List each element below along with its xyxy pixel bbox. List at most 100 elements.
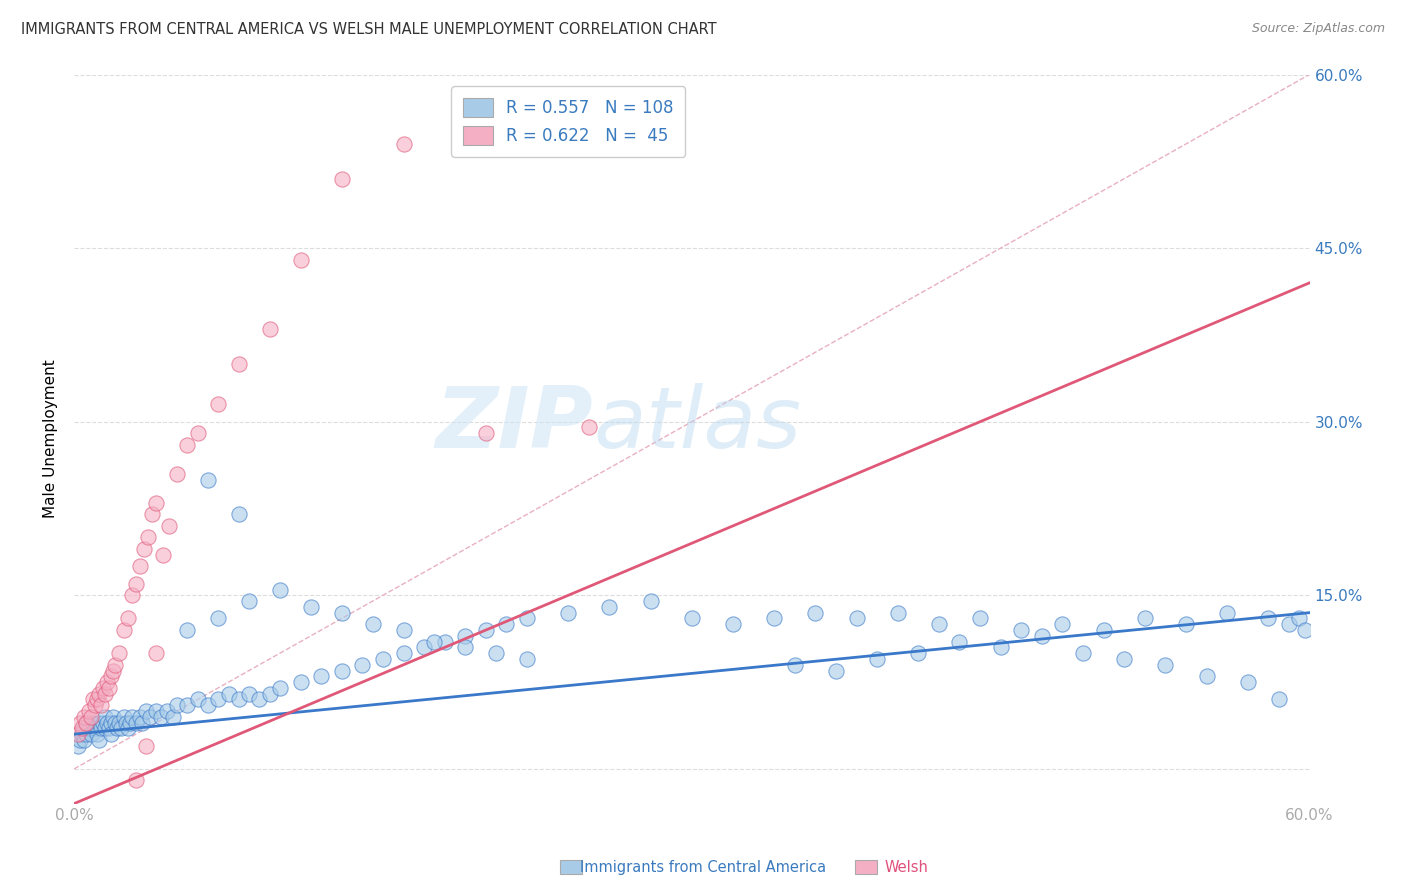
- Point: [86, 692, 108, 706]
- Point: [290, 675, 312, 690]
- Point: [121, 710, 143, 724]
- Point: [117, 611, 139, 625]
- Point: [1071, 646, 1094, 660]
- Point: [145, 646, 167, 660]
- Point: [371, 652, 394, 666]
- Point: [104, 715, 127, 730]
- Point: [77, 722, 100, 736]
- Point: [75, 715, 97, 730]
- Point: [259, 687, 281, 701]
- FancyBboxPatch shape: [560, 860, 582, 874]
- FancyBboxPatch shape: [855, 860, 877, 874]
- Point: [82, 715, 104, 730]
- Point: [1052, 617, 1074, 632]
- Point: [269, 681, 291, 695]
- Point: [121, 588, 143, 602]
- Point: [108, 646, 131, 660]
- Point: [238, 594, 260, 608]
- Point: [578, 420, 600, 434]
- Point: [413, 640, 436, 655]
- Point: [783, 657, 806, 672]
- Point: [96, 715, 118, 730]
- Point: [176, 623, 198, 637]
- Point: [75, 727, 97, 741]
- Point: [94, 722, 117, 736]
- Point: [1267, 692, 1289, 706]
- Text: Welsh: Welsh: [884, 860, 929, 874]
- Point: [96, 675, 118, 690]
- Point: [309, 669, 332, 683]
- Point: [1092, 623, 1115, 637]
- Text: Immigrants from Central America: Immigrants from Central America: [579, 860, 827, 874]
- Point: [454, 640, 477, 655]
- Point: [1216, 606, 1239, 620]
- Point: [67, 739, 90, 753]
- Point: [94, 687, 117, 701]
- Point: [125, 773, 148, 788]
- Point: [69, 715, 91, 730]
- Point: [176, 438, 198, 452]
- Point: [131, 715, 153, 730]
- Y-axis label: Male Unemployment: Male Unemployment: [44, 359, 58, 518]
- Point: [79, 727, 101, 741]
- Point: [152, 548, 174, 562]
- Text: ZIP: ZIP: [436, 383, 593, 466]
- Point: [269, 582, 291, 597]
- Point: [145, 496, 167, 510]
- Point: [87, 687, 110, 701]
- Point: [67, 727, 90, 741]
- Point: [392, 646, 415, 660]
- Point: [125, 715, 148, 730]
- Point: [990, 640, 1012, 655]
- Point: [1114, 652, 1136, 666]
- Point: [166, 467, 188, 481]
- Point: [69, 733, 91, 747]
- Point: [98, 681, 121, 695]
- Point: [104, 657, 127, 672]
- Point: [117, 722, 139, 736]
- Point: [83, 698, 105, 713]
- Point: [352, 657, 374, 672]
- Point: [98, 722, 121, 736]
- Point: [156, 704, 179, 718]
- Point: [86, 727, 108, 741]
- Point: [763, 611, 786, 625]
- Point: [228, 508, 250, 522]
- Point: [475, 426, 498, 441]
- Point: [207, 397, 229, 411]
- Point: [79, 710, 101, 724]
- Point: [290, 252, 312, 267]
- Point: [392, 623, 415, 637]
- Text: IMMIGRANTS FROM CENTRAL AMERICA VS WELSH MALE UNEMPLOYMENT CORRELATION CHART: IMMIGRANTS FROM CENTRAL AMERICA VS WELSH…: [21, 22, 717, 37]
- Point: [100, 715, 122, 730]
- Point: [1257, 611, 1279, 625]
- Point: [948, 634, 970, 648]
- Point: [247, 692, 270, 706]
- Point: [299, 599, 322, 614]
- Point: [187, 692, 209, 706]
- Point: [73, 722, 96, 736]
- Point: [73, 733, 96, 747]
- Point: [928, 617, 950, 632]
- Point: [105, 722, 128, 736]
- Point: [91, 681, 114, 695]
- Point: [87, 733, 110, 747]
- Point: [1195, 669, 1218, 683]
- Point: [1133, 611, 1156, 625]
- Point: [392, 136, 415, 151]
- Point: [112, 710, 135, 724]
- Point: [845, 611, 868, 625]
- Point: [866, 652, 889, 666]
- Point: [485, 646, 508, 660]
- Point: [1236, 675, 1258, 690]
- Point: [90, 698, 112, 713]
- Point: [139, 710, 162, 724]
- Point: [475, 623, 498, 637]
- Point: [218, 687, 240, 701]
- Point: [598, 599, 620, 614]
- Point: [72, 722, 94, 736]
- Point: [72, 727, 94, 741]
- Point: [132, 541, 155, 556]
- Point: [330, 606, 353, 620]
- Point: [166, 698, 188, 713]
